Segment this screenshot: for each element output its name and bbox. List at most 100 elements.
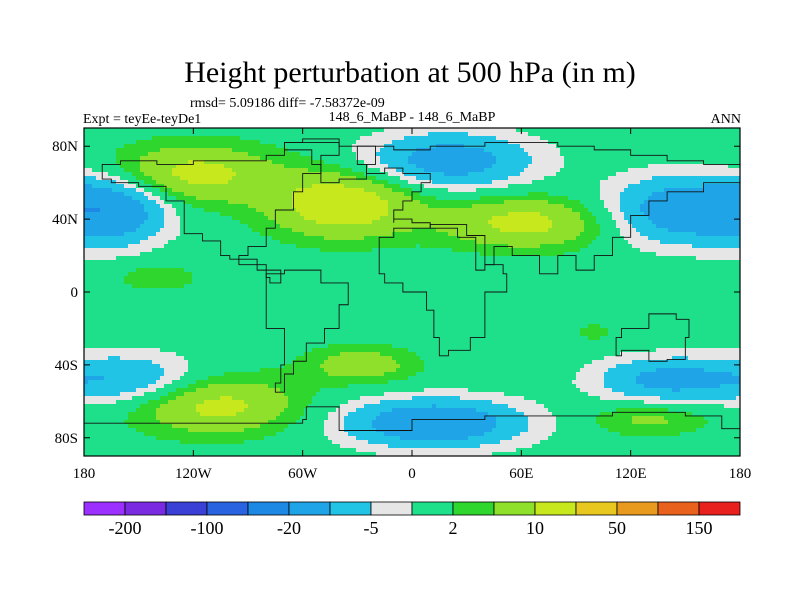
field-cell [264, 352, 269, 357]
field-cell [172, 272, 177, 277]
field-cell [88, 256, 93, 261]
field-cell [308, 304, 313, 309]
field-cell [192, 424, 197, 429]
field-cell [156, 384, 161, 389]
field-cell [192, 344, 197, 349]
field-cell [116, 212, 121, 217]
field-cell [208, 292, 213, 297]
field-cell [304, 128, 309, 133]
field-cell [140, 140, 145, 145]
field-cell [132, 288, 137, 293]
field-cell [272, 228, 277, 233]
field-cell [280, 248, 285, 253]
field-cell [112, 260, 117, 265]
field-cell [304, 340, 309, 345]
field-cell [224, 196, 229, 201]
field-cell [120, 284, 125, 289]
field-cell [180, 356, 185, 361]
field-cell [184, 252, 189, 257]
field-cell [252, 284, 257, 289]
field-cell [192, 152, 197, 157]
field-cell [96, 128, 101, 133]
field-cell [220, 244, 225, 249]
field-cell [300, 232, 305, 237]
field-cell [232, 332, 237, 337]
field-cell [192, 332, 197, 337]
field-cell [140, 128, 145, 133]
field-cell [236, 324, 241, 329]
field-cell [168, 444, 173, 449]
field-cell [280, 308, 285, 313]
field-cell [208, 136, 213, 141]
field-cell [176, 440, 181, 445]
field-cell [188, 440, 193, 445]
field-cell [192, 260, 197, 265]
field-cell [320, 348, 325, 353]
field-cell [136, 216, 141, 221]
field-cell [240, 232, 245, 237]
field-cell [116, 196, 121, 201]
field-cell [200, 412, 205, 417]
field-cell [96, 320, 101, 325]
chart-title: Height perturbation at 500 hPa (in m) [184, 56, 636, 89]
field-cell [140, 336, 145, 341]
field-cell [100, 260, 105, 265]
field-cell [224, 272, 229, 277]
field-cell [320, 288, 325, 293]
field-cell [284, 416, 289, 421]
field-cell [108, 296, 113, 301]
field-cell [248, 212, 253, 217]
field-cell [112, 168, 117, 173]
field-cell [104, 196, 109, 201]
field-cell [208, 188, 213, 193]
field-cell [256, 256, 261, 261]
field-cell [308, 400, 313, 405]
field-cell [260, 260, 265, 265]
field-cell [220, 224, 225, 229]
field-cell [128, 368, 133, 373]
field-cell [104, 184, 109, 189]
field-cell [288, 300, 293, 305]
field-cell [288, 308, 293, 313]
field-cell [92, 332, 97, 337]
field-cell [264, 380, 269, 385]
field-cell [176, 192, 181, 197]
field-cell [112, 412, 117, 417]
field-cell [264, 396, 269, 401]
field-cell [284, 296, 289, 301]
field-cell [108, 156, 113, 161]
field-cell [112, 380, 117, 385]
field-cell [88, 192, 93, 197]
field-cell [204, 188, 209, 193]
field-cell [256, 440, 261, 445]
field-cell [196, 336, 201, 341]
field-cell [104, 380, 109, 385]
field-cell [308, 440, 313, 445]
field-cell [220, 288, 225, 293]
field-cell [152, 272, 157, 277]
field-cell [132, 192, 137, 197]
field-cell [220, 220, 225, 225]
field-cell [292, 180, 297, 185]
field-cell [296, 208, 301, 213]
field-cell [264, 252, 269, 257]
field-cell [192, 128, 197, 133]
field-cell [224, 292, 229, 297]
field-cell [244, 204, 249, 209]
field-cell [104, 360, 109, 365]
field-cell [180, 384, 185, 389]
field-cell [180, 304, 185, 309]
field-cell [212, 424, 217, 429]
field-cell [212, 192, 217, 197]
field-cell [260, 168, 265, 173]
field-cell [272, 172, 277, 177]
field-cell [176, 388, 181, 393]
field-cell [204, 168, 209, 173]
field-cell [320, 356, 325, 361]
field-cell [152, 404, 157, 409]
field-cell [152, 224, 157, 229]
field-cell [212, 348, 217, 353]
field-cell [292, 132, 297, 137]
field-cell [196, 300, 201, 305]
field-cell [120, 364, 125, 369]
